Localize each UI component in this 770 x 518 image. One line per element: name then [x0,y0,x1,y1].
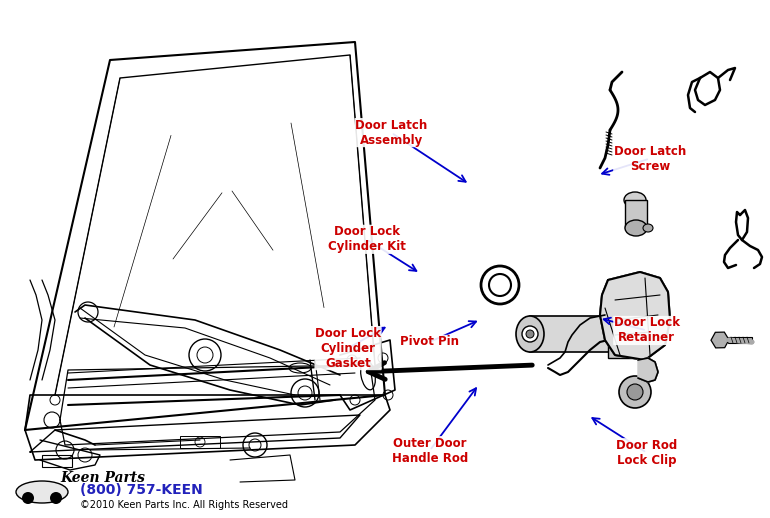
Ellipse shape [516,316,544,352]
Bar [180,436,220,448]
Bar [42,455,72,467]
Text: ©2010 Keen Parts Inc. All Rights Reserved: ©2010 Keen Parts Inc. All Rights Reserve… [80,500,288,510]
Text: Keen Parts: Keen Parts [60,471,145,485]
Text: Door Lock
Retainer: Door Lock Retainer [614,316,680,344]
Circle shape [22,492,34,504]
Circle shape [616,320,628,332]
Polygon shape [600,272,670,360]
Circle shape [50,492,62,504]
Ellipse shape [489,274,511,296]
Bar [728,337,752,343]
Bar [625,200,647,228]
Text: Door Lock
Cylinder Kit: Door Lock Cylinder Kit [327,225,406,253]
Text: Pivot Pin: Pivot Pin [400,335,459,349]
Text: Door Rod
Lock Clip: Door Rod Lock Clip [616,439,678,467]
Text: Outer Door
Handle Rod: Outer Door Handle Rod [391,437,468,465]
Polygon shape [638,358,658,382]
Ellipse shape [624,192,646,208]
Text: (800) 757-KEEN: (800) 757-KEEN [80,483,203,497]
Circle shape [627,384,643,400]
Circle shape [619,376,651,408]
Circle shape [522,326,538,342]
Circle shape [616,342,628,354]
Circle shape [526,330,534,338]
Bar [530,316,610,352]
Text: Door Lock
Cylinder
Gasket: Door Lock Cylinder Gasket [315,326,381,370]
Ellipse shape [481,266,519,304]
Ellipse shape [625,220,647,236]
Bar [608,310,636,358]
Ellipse shape [16,481,68,503]
Ellipse shape [643,224,653,232]
Text: Door Latch
Screw: Door Latch Screw [614,145,686,172]
Text: Door Latch
Assembly: Door Latch Assembly [355,119,427,147]
